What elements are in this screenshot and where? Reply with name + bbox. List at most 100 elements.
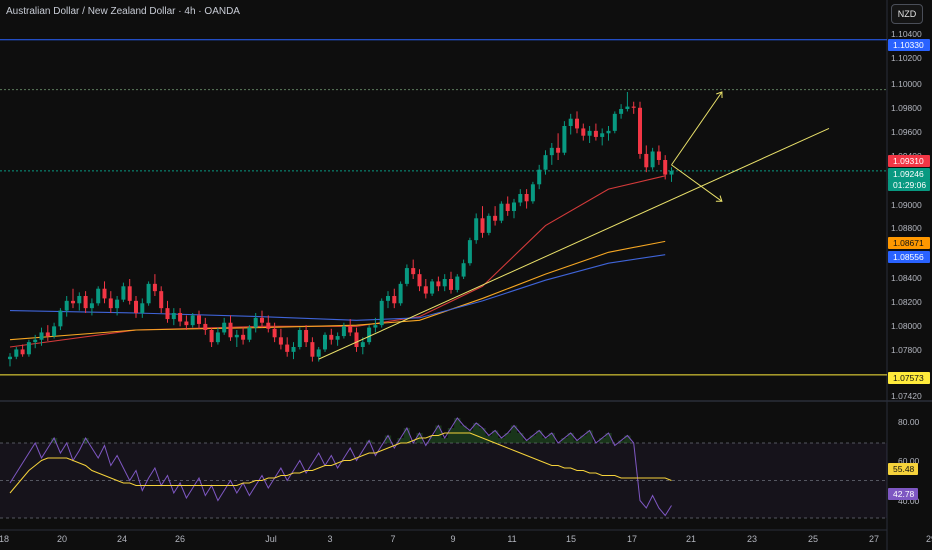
candle <box>291 342 296 360</box>
candle <box>89 298 94 316</box>
candle <box>247 325 252 343</box>
candle-body <box>524 194 529 202</box>
price-label-box <box>888 251 930 263</box>
candle <box>127 279 132 305</box>
candle-body <box>316 349 321 357</box>
candle <box>461 259 466 279</box>
candle-body <box>631 106 636 108</box>
candle-body <box>140 303 145 313</box>
price-label-box <box>888 372 930 384</box>
candle <box>669 167 674 182</box>
candle <box>341 322 346 339</box>
candle <box>64 296 69 317</box>
candle-body <box>650 151 655 168</box>
price-label-box <box>888 155 930 167</box>
trendline-0 <box>318 127 830 360</box>
candle-body <box>581 128 586 136</box>
candle-body <box>96 288 101 304</box>
candle-body <box>638 107 642 154</box>
candle-body <box>411 268 416 275</box>
candle <box>619 104 624 119</box>
candle <box>512 198 516 219</box>
candle-body <box>379 300 384 326</box>
rsi-ma-line <box>9 432 672 494</box>
candle-body <box>348 326 353 333</box>
candle <box>304 325 309 347</box>
chart-title: Australian Dollar / New Zealand Dollar ·… <box>6 6 240 17</box>
candle-body <box>272 328 277 338</box>
candle-body <box>644 153 649 168</box>
currency-button[interactable]: NZD <box>891 4 923 24</box>
candle-body <box>253 317 258 328</box>
candle-body <box>455 276 460 290</box>
candle <box>58 308 63 330</box>
candle-body <box>656 151 661 160</box>
trendline-2 <box>671 164 723 202</box>
price-label-text: 1.08556 <box>893 252 924 262</box>
candle-body <box>184 321 189 326</box>
price-label-text: 1.10330 <box>893 40 924 50</box>
candle <box>480 206 485 238</box>
candle <box>625 92 630 112</box>
price-label-text: 1.09246 <box>893 169 924 179</box>
rsi-line <box>9 417 672 517</box>
candle <box>266 315 271 333</box>
candle <box>373 317 378 333</box>
price-label-text: 1.08671 <box>893 238 924 248</box>
candle-body <box>329 334 334 340</box>
candle <box>474 213 479 244</box>
candle-body <box>266 322 271 329</box>
candle-body <box>442 279 447 287</box>
candle-body <box>134 300 138 313</box>
candle <box>348 319 353 337</box>
rsi-value-text: 42.78 <box>893 489 915 499</box>
candle <box>241 327 246 345</box>
candle-body <box>64 300 69 311</box>
candle-body <box>562 126 567 153</box>
candle-body <box>89 303 94 309</box>
time-tick-label: 18 <box>0 534 9 544</box>
price-tick-label: 1.08200 <box>891 297 922 307</box>
candle-body <box>222 322 227 333</box>
price-label-box <box>888 168 930 180</box>
candle <box>203 317 208 335</box>
candle-body <box>190 315 195 326</box>
price-tick-label: 1.09800 <box>891 103 922 113</box>
candle-body <box>20 349 25 355</box>
candle-body <box>297 330 302 347</box>
candle <box>26 339 31 357</box>
time-tick-label: 7 <box>390 534 395 544</box>
price-tick-label: 1.10400 <box>891 29 922 39</box>
candle-body <box>486 215 491 233</box>
candle <box>568 113 573 135</box>
candle-body <box>600 133 605 137</box>
rsi-overbought-fill <box>50 418 631 443</box>
candle <box>537 164 542 190</box>
candle-body <box>26 342 31 355</box>
candle <box>518 189 523 207</box>
candle-body <box>152 283 157 292</box>
trendline-arrowhead-2 <box>715 195 723 202</box>
candle <box>184 315 189 330</box>
time-tick-label: 23 <box>747 534 757 544</box>
candle-body <box>178 313 183 322</box>
candle <box>178 308 183 327</box>
candle <box>234 330 239 347</box>
candle <box>310 337 315 362</box>
candle <box>209 327 214 347</box>
price-tick-label: 1.07800 <box>891 345 922 355</box>
candle <box>52 322 57 339</box>
candle-body <box>493 215 498 221</box>
candle-body <box>102 288 107 299</box>
candle-body <box>556 147 561 153</box>
candle-body <box>360 342 365 347</box>
candle-body <box>52 326 57 337</box>
candle <box>367 325 372 345</box>
candle <box>593 123 598 141</box>
candle-body <box>304 330 309 343</box>
candle <box>297 327 302 350</box>
candle <box>77 292 82 311</box>
time-tick-label: 27 <box>869 534 879 544</box>
candle-body <box>417 274 422 287</box>
